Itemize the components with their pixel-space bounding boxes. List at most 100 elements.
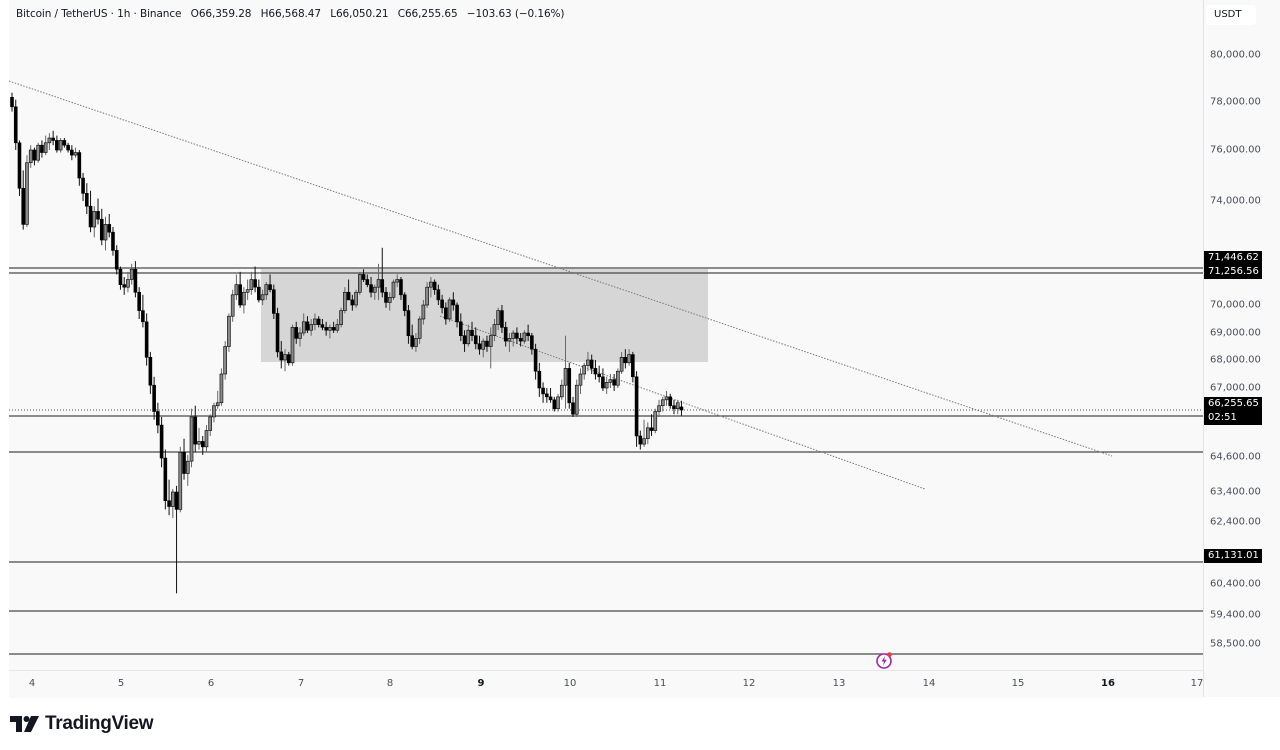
bullish-candle <box>556 396 560 409</box>
lower-channel-line[interactable] <box>439 315 926 490</box>
bearish-candle <box>21 187 26 225</box>
bullish-candle <box>264 284 269 296</box>
tradingview-logo[interactable]: TradingView <box>10 713 154 735</box>
bearish-candle <box>305 321 310 331</box>
bullish-candle <box>657 405 661 412</box>
bullish-candle <box>92 211 97 228</box>
bearish-candle <box>384 291 388 303</box>
bullish-candle <box>185 460 190 474</box>
bullish-candle <box>234 284 239 296</box>
bullish-candle <box>507 338 512 342</box>
bearish-candle <box>380 279 385 293</box>
bearish-candle <box>279 351 284 361</box>
bearish-candle <box>182 451 186 474</box>
price-tick-label: 59,400.00 <box>1210 609 1261 621</box>
bearish-candle <box>515 332 519 339</box>
bearish-candle <box>361 274 366 280</box>
upper-descending-trendline[interactable] <box>8 80 1113 457</box>
bearish-candle <box>271 289 276 314</box>
time-tick-label: 9 <box>477 678 485 689</box>
chart-plot[interactable] <box>0 0 1203 697</box>
bullish-candle <box>660 399 665 407</box>
legend-close: C66,255.65 <box>397 8 458 20</box>
bullish-candle <box>219 373 224 404</box>
time-axis[interactable] <box>9 670 1203 698</box>
bullish-candle <box>604 382 609 389</box>
bullish-candle <box>25 162 29 225</box>
legend-open: O66,359.28 <box>190 8 252 20</box>
bullish-candle <box>425 286 429 306</box>
bearish-candle <box>331 327 336 331</box>
bearish-candle <box>500 310 504 328</box>
price-tick-label: 60,400.00 <box>1210 578 1261 590</box>
lightning-alert-icon[interactable] <box>875 651 893 669</box>
bearish-candle <box>458 321 463 336</box>
bullish-candle <box>421 304 426 320</box>
bearish-candle <box>141 310 145 323</box>
currency-unit-button[interactable]: USDT <box>1206 5 1256 25</box>
bearish-candle <box>320 324 325 328</box>
bearish-candle <box>589 359 594 369</box>
bearish-candle <box>144 321 149 358</box>
price-tick-label: 69,000.00 <box>1210 327 1261 339</box>
price-tick-label: 80,000.00 <box>1210 49 1261 61</box>
bullish-candle <box>313 318 317 325</box>
bullish-candle <box>328 327 332 331</box>
bearish-candle <box>612 379 616 386</box>
bullish-candle <box>283 354 287 361</box>
drawings-layer <box>8 80 1203 655</box>
support-label: 61,131.01 <box>1204 549 1262 563</box>
price-tick-label: 74,000.00 <box>1210 195 1261 207</box>
bullish-candle <box>126 279 130 288</box>
bullish-candle <box>496 310 501 325</box>
bullish-candle <box>395 279 400 283</box>
time-tick-label: 10 <box>563 678 577 689</box>
bearish-candle <box>399 279 403 296</box>
price-tick-label: 58,500.00 <box>1210 638 1261 650</box>
price-axis[interactable] <box>1203 0 1280 697</box>
bearish-candle <box>346 291 351 301</box>
bullish-candle <box>653 411 658 431</box>
bullish-candle <box>391 281 396 298</box>
bearish-candle <box>66 144 70 151</box>
symbol-legend: Bitcoin / TetherUS · 1h · Binance O66,35… <box>16 8 570 20</box>
bullish-candle <box>414 338 418 347</box>
bullish-candle <box>28 149 33 164</box>
bearish-candle <box>672 405 676 409</box>
countdown-label: 02:51 <box>1204 411 1262 425</box>
price-tick-label: 68,000.00 <box>1210 354 1261 366</box>
bullish-candle <box>372 286 377 293</box>
resistance-label-lower: 71,256.56 <box>1204 265 1262 279</box>
bearish-candle <box>148 356 153 386</box>
bearish-candle <box>541 387 545 395</box>
bearish-candle <box>107 224 112 233</box>
bearish-candle <box>114 250 119 270</box>
bullish-candle <box>204 430 209 448</box>
bearish-candle <box>406 310 411 337</box>
time-tick-label: 11 <box>653 678 667 689</box>
bearish-candle <box>137 291 141 311</box>
price-tick-label: 62,400.00 <box>1210 516 1261 528</box>
bullish-candle <box>215 402 220 407</box>
bearish-candle <box>410 335 414 347</box>
bullish-candle <box>586 359 590 366</box>
bullish-candle <box>619 356 624 372</box>
time-tick-label: 8 <box>386 678 394 689</box>
legend-low: L66,050.21 <box>330 8 389 20</box>
bullish-candle <box>227 315 231 347</box>
bearish-candle <box>440 299 444 309</box>
time-tick-label: 13 <box>832 678 846 689</box>
bearish-candle <box>238 284 242 306</box>
bearish-candle <box>174 491 179 510</box>
bearish-candle <box>275 313 280 353</box>
current-price-label: 66,255.65 <box>1204 397 1262 411</box>
bullish-candle <box>616 370 620 386</box>
bullish-candle <box>197 441 201 445</box>
bearish-candle <box>679 406 684 411</box>
bearish-candle <box>152 384 156 412</box>
bullish-candle <box>642 438 646 445</box>
bearish-candle <box>268 284 272 291</box>
bearish-candle <box>462 335 467 345</box>
bearish-candle <box>350 299 355 306</box>
legend-symbol[interactable]: Bitcoin / TetherUS · 1h · Binance <box>16 8 182 20</box>
